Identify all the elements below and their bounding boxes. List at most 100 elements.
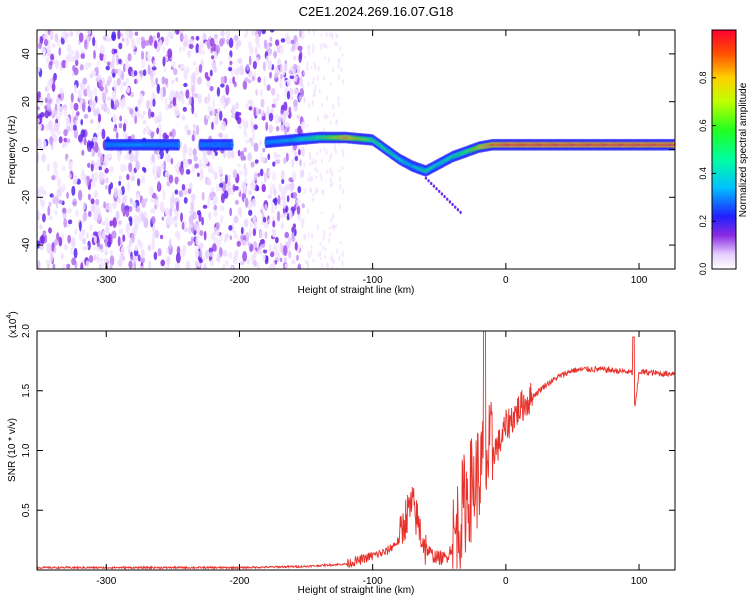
heatmap-cell xyxy=(226,38,230,45)
x-tick-label: -300 xyxy=(96,275,116,286)
heatmap-cell xyxy=(207,93,211,103)
heatmap-cell xyxy=(317,115,320,123)
heatmap-cell xyxy=(193,212,198,220)
heatmap-cell xyxy=(55,97,61,104)
heatmap-cell xyxy=(183,143,187,154)
heatmap-cell xyxy=(262,61,266,72)
heatmap-cell xyxy=(135,160,140,171)
heatmap-cell xyxy=(115,131,119,140)
heatmap-cell xyxy=(52,160,58,172)
heatmap-cell xyxy=(262,216,267,223)
heatmap-cell xyxy=(82,201,86,211)
heatmap-cell xyxy=(230,150,235,159)
heatmap-cell xyxy=(293,151,297,157)
heatmap-cell xyxy=(167,31,173,38)
heatmap-cell xyxy=(140,265,144,269)
heatmap-cell xyxy=(273,151,278,160)
heatmap-cell xyxy=(187,241,193,246)
heatmap-cell xyxy=(206,180,212,186)
heatmap-cell xyxy=(93,171,99,182)
heatmap-cell xyxy=(156,127,160,135)
heatmap-cell xyxy=(120,33,124,38)
heatmap-cell xyxy=(203,230,207,241)
heatmap-cell xyxy=(163,66,167,73)
heatmap-cell xyxy=(228,37,234,49)
heatmap-cell xyxy=(233,230,237,239)
heatmap-cell xyxy=(282,68,286,76)
heatmap-cell xyxy=(51,175,56,181)
heatmap-cell xyxy=(37,124,42,130)
heatmap-cell xyxy=(310,188,313,193)
heatmap-cell xyxy=(111,92,117,102)
heatmap-cell xyxy=(314,188,317,195)
heatmap-cell xyxy=(329,155,332,160)
heatmap-cell xyxy=(134,245,138,252)
heatmap-cell xyxy=(246,258,250,265)
heatmap-cell xyxy=(284,231,290,239)
heatmap-cell xyxy=(106,34,110,43)
heatmap-cell xyxy=(317,252,320,258)
heatmap-cell xyxy=(342,188,345,194)
heatmap-cell xyxy=(448,200,452,204)
heatmap-cell xyxy=(189,209,193,215)
heatmap-cell xyxy=(135,149,139,157)
heatmap-cell xyxy=(297,45,303,52)
heatmap-cell xyxy=(157,153,161,160)
heatmap-cell xyxy=(48,201,52,208)
heatmap-cell xyxy=(215,44,221,54)
heatmap-cell xyxy=(52,263,56,269)
heatmap-cell xyxy=(285,183,291,191)
heatmap-cell xyxy=(106,80,111,86)
heatmap-cell xyxy=(106,107,111,115)
heatmap-cell xyxy=(227,187,231,193)
heatmap-cell xyxy=(95,198,100,206)
heatmap-cell xyxy=(87,193,91,201)
heatmap-cell xyxy=(167,48,173,59)
heatmap-cell xyxy=(148,185,154,196)
heatmap-cell xyxy=(313,30,316,36)
heatmap-cell xyxy=(311,176,314,181)
heatmap-cell xyxy=(130,134,136,140)
heatmap-cell xyxy=(44,97,48,104)
heatmap-cell xyxy=(73,128,79,139)
heatmap-cell xyxy=(152,35,156,43)
heatmap-cell xyxy=(58,236,63,247)
heatmap-cell xyxy=(96,132,100,138)
heatmap-cell xyxy=(269,36,273,42)
heatmap-cell xyxy=(335,41,338,47)
heatmap-cell xyxy=(180,63,185,70)
heatmap-cell xyxy=(127,181,131,192)
heatmap-cell xyxy=(154,175,158,180)
heatmap-cell xyxy=(151,216,156,225)
heatmap-cell xyxy=(308,50,311,57)
heatmap-cell xyxy=(171,79,175,85)
heatmap-cell xyxy=(259,168,264,177)
heatmap-cell xyxy=(284,263,289,269)
heatmap-cell xyxy=(99,85,104,92)
heatmap-cell xyxy=(446,197,449,201)
heatmap-cell xyxy=(176,111,181,116)
heatmap-cell xyxy=(256,185,260,192)
heatmap-cell xyxy=(169,207,173,218)
heatmap-cell xyxy=(331,33,334,37)
heatmap-cell xyxy=(196,124,200,136)
heatmap-cell xyxy=(140,212,144,219)
heatmap-cell xyxy=(325,44,328,49)
heatmap-cell xyxy=(245,30,249,37)
heatmap-cell xyxy=(81,102,86,113)
heatmap-cell xyxy=(273,197,278,206)
heatmap-cell xyxy=(326,96,329,101)
heatmap-cell xyxy=(199,230,204,237)
heatmap-cell xyxy=(263,39,268,50)
heatmap-cell xyxy=(147,64,151,75)
heatmap-cell xyxy=(311,81,314,85)
heatmap-cell xyxy=(175,252,181,264)
heatmap-cell xyxy=(230,265,234,269)
heatmap-cell xyxy=(125,222,130,234)
heatmap-cell xyxy=(291,44,296,52)
heatmap-cell xyxy=(304,125,307,129)
heatmap-cell xyxy=(91,99,97,107)
heatmap-cell xyxy=(112,217,117,229)
heatmap-cell xyxy=(194,112,198,119)
